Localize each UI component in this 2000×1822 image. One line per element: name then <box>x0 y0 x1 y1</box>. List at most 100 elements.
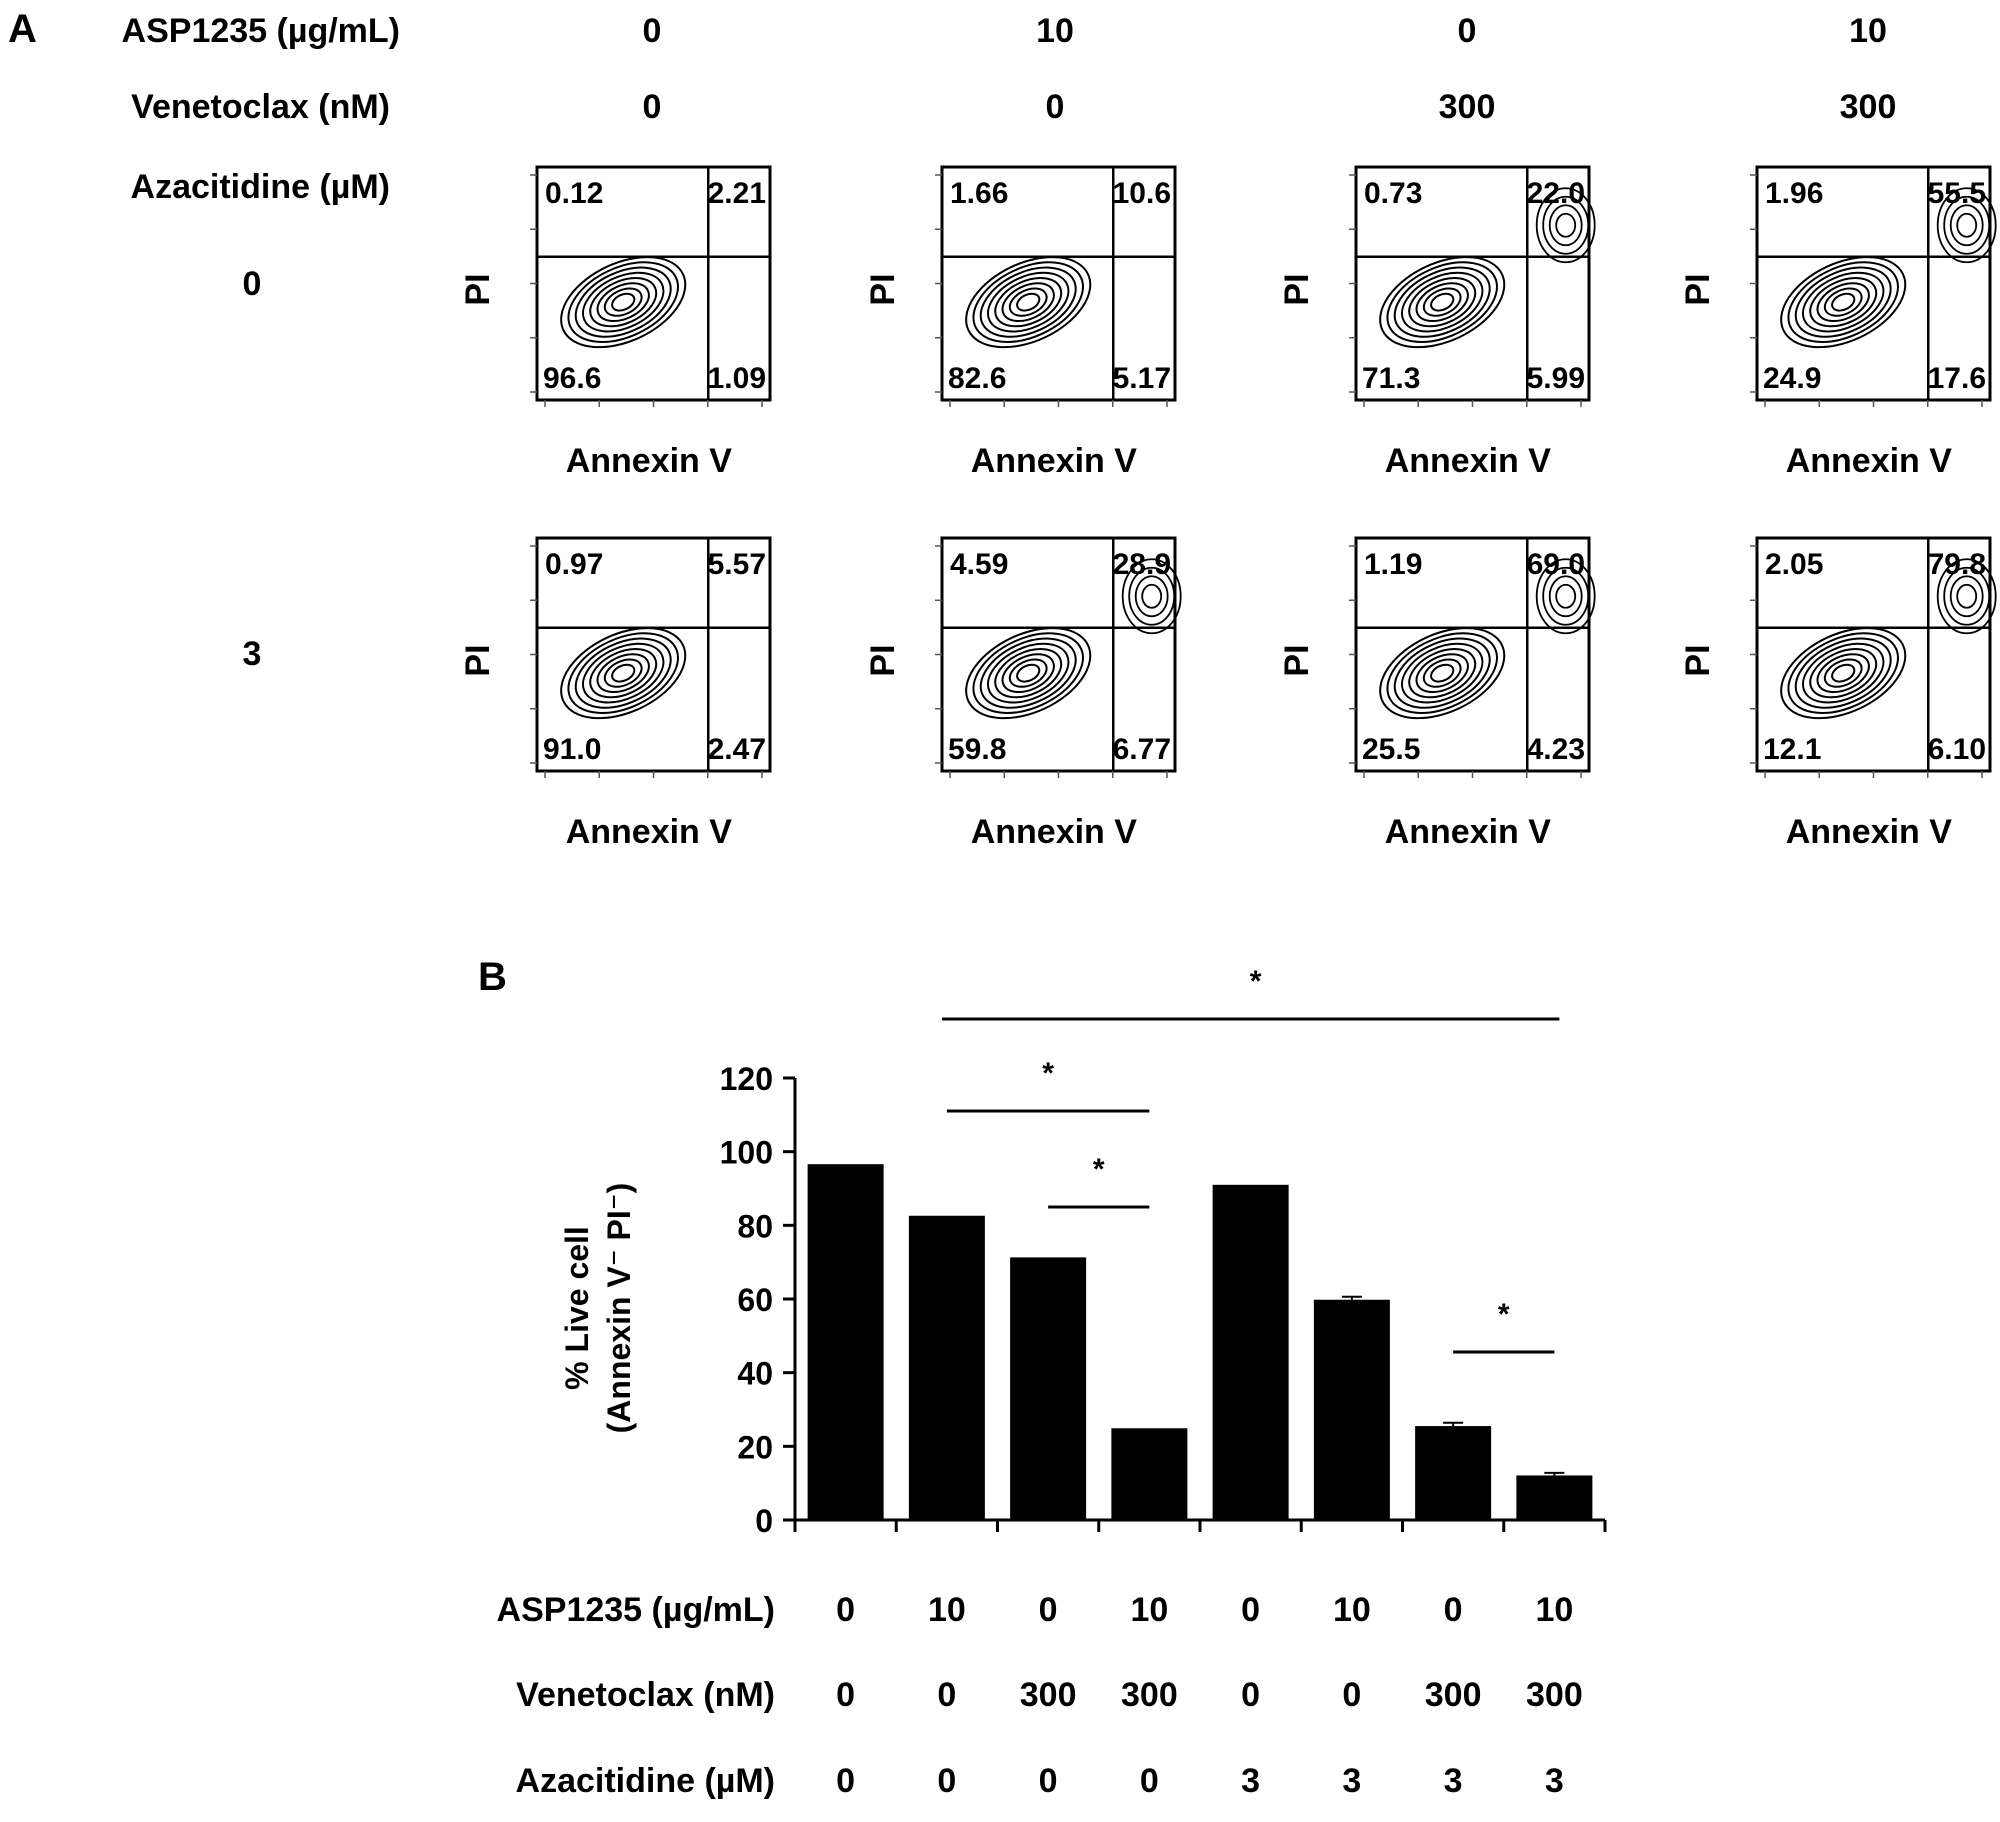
quadrant-lower-right: 4.23 <box>1527 733 1585 766</box>
contour-ring <box>1831 292 1856 312</box>
bar-ven-value: 300 <box>1121 1676 1178 1714</box>
bar-aza-value: 0 <box>937 1762 956 1800</box>
quadrant-upper-left: 1.66 <box>950 177 1008 210</box>
contour-ring <box>1430 663 1455 683</box>
contour-ring <box>1548 204 1583 247</box>
bar-aza-value: 3 <box>1444 1762 1463 1800</box>
bar-asp-value: 0 <box>1241 1591 1260 1629</box>
y-axis-label: PI <box>864 644 902 676</box>
contour-ring <box>1393 637 1491 709</box>
asp-row-label: ASP1235 (µg/mL) <box>122 12 400 50</box>
contour-ring <box>1555 583 1577 609</box>
y-axis-label: PI <box>1679 644 1717 676</box>
contour-ring <box>596 282 650 323</box>
col-ven-value: 0 <box>1046 88 1065 126</box>
bar-ven-value: 0 <box>937 1676 956 1714</box>
quadrant-upper-left: 1.19 <box>1364 548 1422 581</box>
x-axis-label: Annexin V <box>971 442 1138 480</box>
flow-plot: 0.97 5.57 91.0 2.47 Annexin V PI <box>459 536 772 851</box>
y-tick-label: 20 <box>737 1429 773 1465</box>
contour-ring <box>1408 648 1477 699</box>
quadrant-upper-right: 69.0 <box>1527 548 1585 581</box>
contour-ring <box>972 261 1084 343</box>
contour-ring <box>986 271 1070 333</box>
quadrant-lower-right: 5.17 <box>1113 362 1171 395</box>
contour-ring <box>1816 282 1870 323</box>
contour-ring <box>1542 195 1590 255</box>
contour-ring <box>1422 658 1462 688</box>
bar <box>1111 1428 1188 1520</box>
bar <box>908 1215 985 1520</box>
contour-ring <box>1008 658 1048 688</box>
bar-asp-value: 10 <box>928 1591 966 1629</box>
quadrant-upper-left: 2.05 <box>1765 548 1823 581</box>
quadrant-upper-right: 10.6 <box>1113 177 1171 210</box>
contour-ring <box>965 627 1092 720</box>
quadrant-lower-right: 6.77 <box>1113 733 1171 766</box>
significance-star: * <box>1042 1057 1054 1090</box>
contour-ring <box>1801 271 1885 333</box>
y-axis-label-line1: % Live cell <box>559 1226 595 1390</box>
col-asp-value: 0 <box>643 12 662 50</box>
contour-ring <box>1816 653 1870 694</box>
x-axis-label: Annexin V <box>566 442 733 480</box>
quadrant-lower-left: 12.1 <box>1763 733 1821 766</box>
contour-ring <box>589 277 658 328</box>
y-tick-label: 40 <box>737 1356 773 1392</box>
quadrant-lower-right: 17.6 <box>1928 362 1986 395</box>
contour-ring <box>1943 195 1991 255</box>
contour-ring <box>560 256 687 349</box>
quadrant-upper-right: 79.8 <box>1928 548 1986 581</box>
bar <box>1516 1475 1593 1520</box>
bar-asp-value: 0 <box>1444 1591 1463 1629</box>
contour-ring <box>965 256 1092 349</box>
quadrant-upper-right: 28.9 <box>1113 548 1171 581</box>
y-axis-label: PI <box>864 273 902 305</box>
flow-plots: 0.12 2.21 96.6 1.09 Annexin V PI 1.66 10.6 82.6 5… <box>459 165 1997 851</box>
col-ven-value: 300 <box>1439 88 1496 126</box>
contour-ring <box>972 632 1084 714</box>
contour-ring <box>1823 287 1863 317</box>
contour-ring <box>574 637 672 709</box>
quadrant-upper-right: 2.21 <box>708 177 766 210</box>
contour-ring <box>1535 558 1596 635</box>
contour-ring <box>1809 648 1878 699</box>
contour-ring <box>1780 627 1907 720</box>
col-asp-value: 0 <box>1458 12 1477 50</box>
bar-asp-value: 0 <box>1039 1591 1058 1629</box>
quadrant-lower-left: 71.3 <box>1362 362 1420 395</box>
quadrant-lower-right: 2.47 <box>708 733 766 766</box>
bar-ven-value: 0 <box>1241 1676 1260 1714</box>
contour-ring <box>1956 583 1978 609</box>
bar <box>1212 1184 1289 1520</box>
y-axis-label: PI <box>1278 273 1316 305</box>
quadrant-lower-left: 59.8 <box>948 733 1006 766</box>
contour-ring <box>1949 575 1984 618</box>
x-axis-label: Annexin V <box>971 813 1138 851</box>
contour-ring <box>1134 575 1169 618</box>
contour-ring <box>1422 287 1462 317</box>
bar-aza-value: 3 <box>1545 1762 1564 1800</box>
contour-ring <box>979 637 1077 709</box>
bar <box>1313 1299 1390 1520</box>
bar-ven-value: 0 <box>1342 1676 1361 1714</box>
col-ven-value: 300 <box>1840 88 1897 126</box>
contour-ring <box>1831 663 1856 683</box>
bar-aza-value: 0 <box>1039 1762 1058 1800</box>
y-axis-label: PI <box>459 273 497 305</box>
y-tick-label: 60 <box>737 1282 773 1318</box>
significance-star: * <box>1250 965 1262 998</box>
y-tick-label: 0 <box>755 1503 773 1539</box>
contour-ring <box>567 632 679 714</box>
contour-ring <box>1801 642 1885 704</box>
contour-ring <box>1809 277 1878 328</box>
quadrant-lower-right: 1.09 <box>708 362 766 395</box>
contour-ring <box>1794 266 1892 338</box>
contour-ring <box>1823 658 1863 688</box>
column-headers: 0 0 10 0 0 300 10 300 <box>643 12 1897 126</box>
bar-ven-value: 300 <box>1526 1676 1583 1714</box>
contour-ring <box>1128 566 1176 626</box>
contour-ring <box>603 658 643 688</box>
col-ven-value: 0 <box>643 88 662 126</box>
significance-star: * <box>1498 1298 1510 1331</box>
